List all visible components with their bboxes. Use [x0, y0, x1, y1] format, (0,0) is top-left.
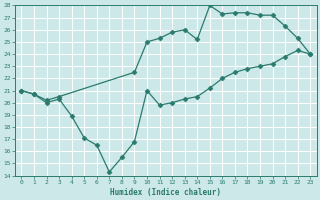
X-axis label: Humidex (Indice chaleur): Humidex (Indice chaleur) — [110, 188, 221, 197]
